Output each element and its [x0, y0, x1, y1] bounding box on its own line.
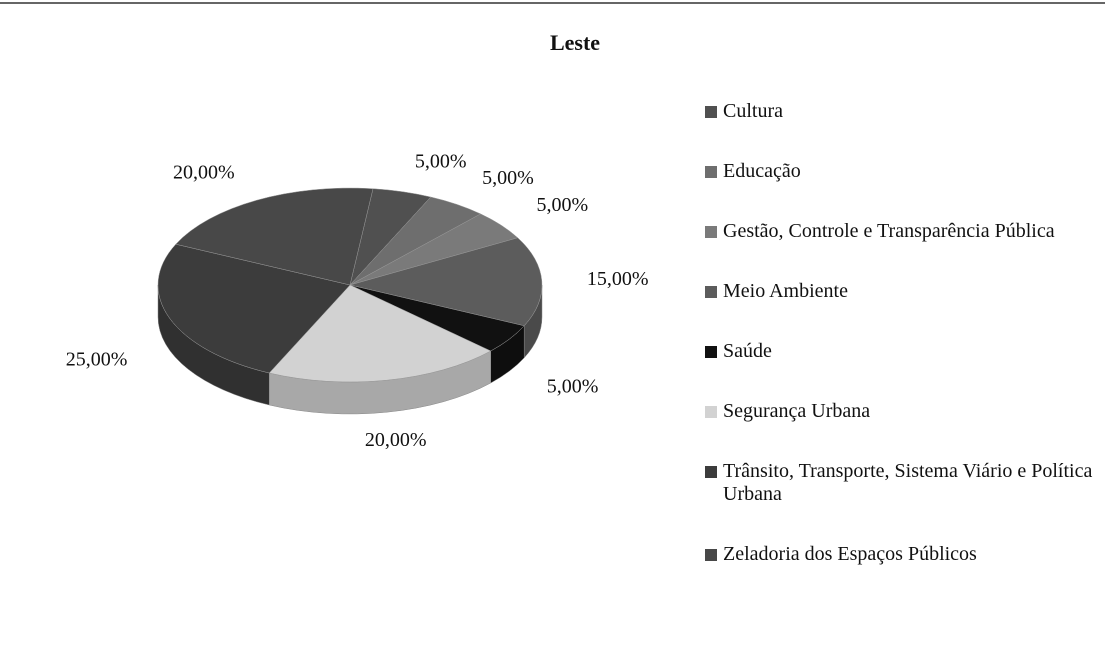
legend-item: Trânsito, Transporte, Sistema Viário e P…: [705, 460, 1101, 506]
legend-swatch: [705, 466, 717, 478]
slice: [175, 187, 374, 286]
legend-label: Educação: [723, 160, 801, 182]
legend-label: Saúde: [723, 340, 772, 362]
chart-title: Leste: [550, 30, 600, 55]
legend-swatch: [705, 166, 717, 178]
data-label: 5,00%: [536, 194, 588, 216]
slice: [349, 237, 543, 327]
legend-swatch: [705, 226, 717, 238]
legend-item: Zeladoria dos Espaços Públicos: [705, 543, 1101, 566]
slice: [268, 284, 492, 383]
legend-label: Trânsito, Transporte, Sistema Viário e P…: [723, 460, 1093, 505]
data-label: 20,00%: [173, 162, 235, 184]
legend-item: Meio Ambiente: [705, 280, 1101, 303]
legend-swatch: [705, 286, 717, 298]
legend-label: Zeladoria dos Espaços Públicos: [723, 543, 977, 565]
data-label: 20,00%: [365, 429, 427, 451]
data-label: 15,00%: [587, 268, 649, 290]
legend: Cultura Educação Gestão, Controle e Transp…: [705, 100, 1101, 566]
data-label: 25,00%: [66, 348, 128, 370]
legend-label: Gestão, Controle e Transparência Pública: [723, 220, 1055, 242]
data-label: 5,00%: [482, 167, 534, 189]
legend-item: Gestão, Controle e Transparência Pública: [705, 220, 1101, 243]
legend-label: Cultura: [723, 100, 783, 122]
legend-item: Segurança Urbana: [705, 400, 1101, 423]
data-label: 5,00%: [547, 375, 599, 397]
legend-swatch: [705, 549, 717, 561]
legend-label: Meio Ambiente: [723, 280, 848, 302]
legend-item: Cultura: [705, 100, 1101, 123]
legend-item: Educação: [705, 160, 1101, 183]
slice: [157, 243, 351, 374]
legend-item: Saúde: [705, 340, 1101, 363]
data-label: 5,00%: [415, 150, 467, 172]
legend-label: Segurança Urbana: [723, 400, 871, 422]
legend-swatch: [705, 406, 717, 418]
legend-swatch: [705, 346, 717, 358]
legend-swatch: [705, 106, 717, 118]
